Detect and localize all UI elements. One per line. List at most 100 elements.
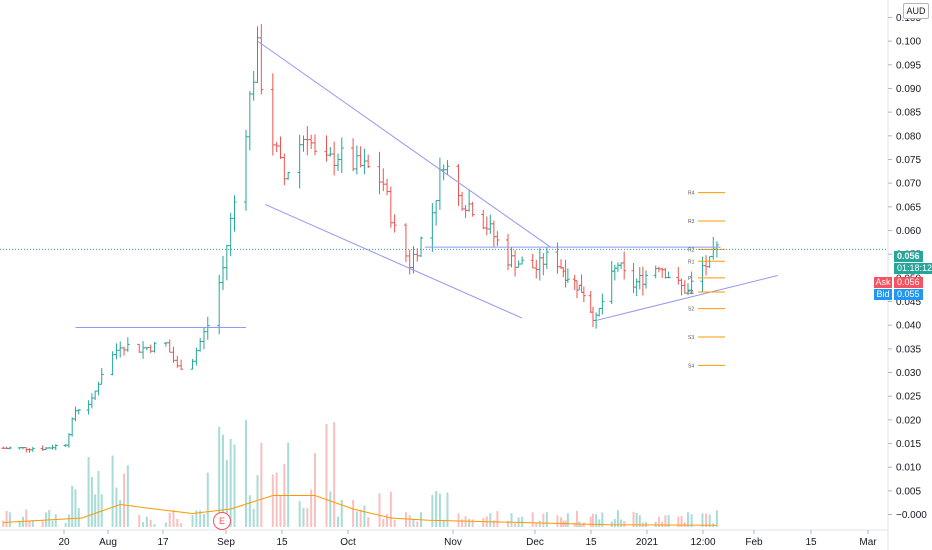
volume-bar	[306, 508, 309, 527]
ask-label: Ask	[874, 277, 892, 288]
y-tick-label: 0.025	[896, 392, 921, 403]
volume-bar	[123, 473, 126, 527]
volume-bar	[145, 516, 148, 527]
volume-bar	[708, 514, 711, 527]
ohlc-bar	[313, 134, 317, 156]
volume-bar	[8, 512, 11, 527]
ohlc-bar	[385, 178, 390, 196]
volume-bar	[582, 522, 585, 527]
volume-bar	[468, 518, 471, 527]
volume-bar	[531, 512, 534, 527]
ohlc-bar	[99, 367, 104, 385]
volume-bar	[298, 501, 301, 527]
ohlc-bar	[217, 274, 222, 335]
volume-bar	[115, 487, 118, 527]
volume-bar	[5, 510, 8, 527]
x-tick-label: Aug	[99, 537, 117, 548]
volume-bar	[310, 489, 313, 527]
trendline-wedge-upper	[257, 40, 551, 248]
volume-bar	[176, 518, 179, 527]
ohlc-bar	[53, 444, 58, 451]
volume-bar	[701, 513, 704, 527]
volume-bar	[393, 519, 396, 527]
volume-bar	[340, 499, 343, 527]
pivot-label-R1: R1	[688, 259, 695, 265]
volume-bar	[715, 510, 718, 527]
ohlc-bar	[228, 212, 233, 257]
currency-button[interactable]: AUD	[903, 3, 929, 19]
volume-bar	[142, 522, 145, 527]
volume-bar	[623, 521, 626, 527]
volume-bar	[25, 509, 28, 527]
volume-bar	[279, 495, 282, 527]
volume-bar	[352, 499, 355, 527]
ohlc-bar	[30, 446, 35, 452]
volume-bar	[180, 523, 183, 527]
y-tick-label: 0.065	[896, 202, 921, 213]
volume-bar	[77, 508, 80, 527]
volume-bar	[595, 514, 598, 527]
ohlc-bar	[205, 316, 210, 340]
volume-bar	[598, 519, 601, 527]
x-tick-label: Mar	[859, 537, 877, 548]
volume-bar	[556, 515, 559, 527]
ohlc-bar	[224, 244, 229, 281]
ohlc-bar	[141, 341, 146, 359]
volume-bar	[31, 520, 34, 527]
ohlc-bar	[274, 141, 279, 152]
ohlc-bar	[644, 270, 648, 289]
volume-bar	[329, 491, 332, 527]
volume-bar	[507, 520, 509, 527]
volume-bar	[164, 522, 167, 527]
volume-bar	[435, 491, 438, 527]
ohlc-bar	[198, 337, 203, 352]
volume-bar	[592, 513, 594, 527]
ohlc-bar	[666, 271, 671, 279]
ohlc-bar	[332, 141, 337, 176]
ohlc-bar	[328, 146, 333, 157]
volume-bar	[48, 510, 51, 527]
ohlc-bar	[600, 293, 605, 315]
volume-bar	[94, 494, 97, 527]
ohlc-bar	[407, 249, 412, 275]
volume-bar	[382, 518, 385, 527]
ohlc-bar	[297, 134, 302, 189]
ohlc-bar	[255, 26, 260, 83]
volume-bar	[461, 519, 464, 527]
volume-bar	[18, 520, 21, 527]
time-axis[interactable]: 20 Aug 17 Sep 15 Oct Nov Dec 15 2021 12:00 Feb 15 Mar	[58, 530, 877, 548]
earnings-marker[interactable]: E	[213, 512, 231, 530]
x-tick-label: 15	[805, 537, 817, 548]
volume-bar	[431, 494, 434, 527]
volume-bar	[677, 516, 680, 527]
trendlines[interactable]	[75, 40, 778, 329]
volume-bar	[191, 515, 194, 527]
ohlc-bar	[351, 138, 356, 172]
y-tick-label: 0.005	[896, 486, 921, 497]
y-tick-label: −0.000	[896, 510, 927, 521]
volume-bar	[225, 459, 228, 527]
ohlc-bar	[251, 71, 256, 101]
x-tick-label: Dec	[526, 537, 544, 548]
ohlc-bar	[179, 359, 184, 370]
y-tick-label: 0.040	[896, 321, 921, 332]
volume-bar	[657, 516, 660, 527]
y-tick-label: 0.080	[896, 131, 921, 142]
volume-bar	[337, 516, 339, 527]
volume-bar	[408, 515, 411, 527]
volume-bar	[610, 521, 613, 527]
y-tick-label: 0.075	[896, 155, 921, 166]
ohlc-bar	[434, 200, 439, 226]
ohlc-bar	[388, 186, 393, 228]
ohlc-bar	[301, 135, 306, 152]
ohlc-bar	[336, 153, 340, 171]
pivot-label-R2: R2	[688, 247, 695, 253]
volume-bar	[260, 442, 263, 527]
volume-bar	[438, 493, 441, 527]
ohlc-bar	[309, 134, 314, 150]
volume-bar	[635, 512, 638, 527]
ohlc-bar	[244, 129, 248, 211]
volume-bar	[514, 523, 517, 527]
ohlc-bar	[125, 337, 130, 352]
